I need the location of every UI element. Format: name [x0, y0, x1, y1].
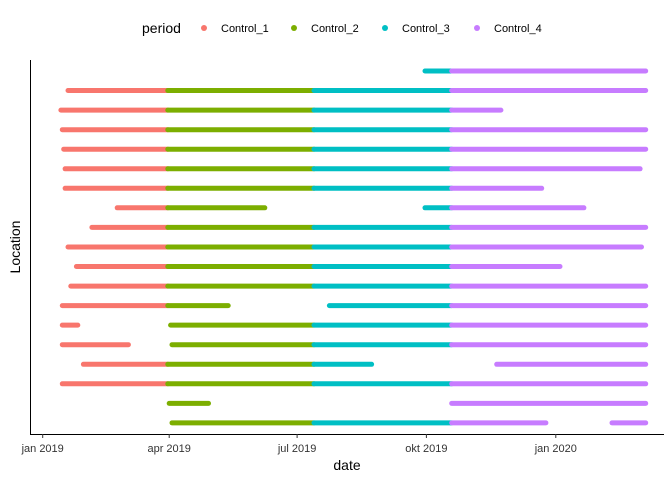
- legend: period Control_1 Control_2 Control_3 Contro…: [142, 20, 542, 36]
- x-tick-label: jan 2020: [534, 443, 577, 455]
- legend-label-control-3: Control_3: [402, 23, 450, 35]
- legend-key-control-1: [201, 25, 207, 31]
- x-tick-label: jul 2019: [277, 443, 317, 455]
- x-tick-label: apr 2019: [147, 443, 190, 455]
- legend-key-control-4: [474, 25, 480, 31]
- plot-area: [58, 68, 649, 426]
- legend-label-control-2: Control_2: [311, 23, 359, 35]
- x-axis-title: date: [333, 457, 360, 473]
- legend-title: period: [142, 20, 181, 36]
- legend-label-control-4: Control_4: [494, 23, 542, 35]
- x-tick-label: jan 2019: [21, 443, 64, 455]
- x-tick-label: okt 2019: [405, 443, 447, 455]
- legend-key-control-2: [291, 25, 297, 31]
- legend-key-control-3: [382, 25, 388, 31]
- legend-label-control-1: Control_1: [221, 23, 269, 35]
- y-axis-title: Location: [7, 221, 23, 274]
